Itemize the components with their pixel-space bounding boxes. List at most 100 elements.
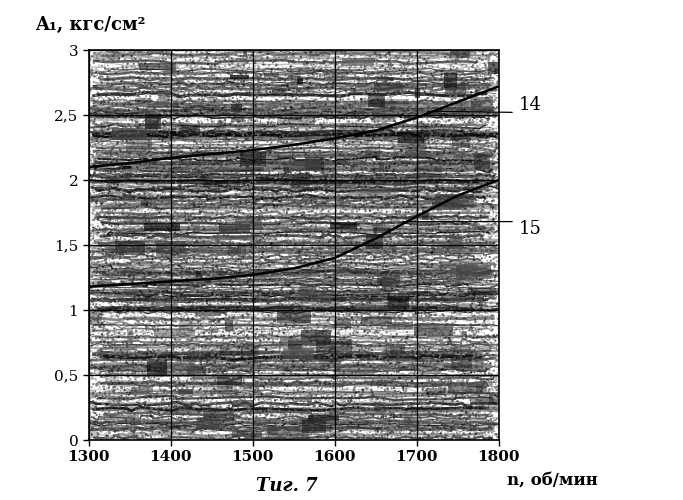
Point bbox=[88, 279, 99, 287]
Point bbox=[304, 102, 315, 110]
Point bbox=[476, 98, 487, 106]
Point bbox=[402, 82, 413, 90]
Point bbox=[472, 170, 483, 178]
Point bbox=[253, 226, 264, 234]
Point bbox=[166, 234, 177, 242]
Point bbox=[327, 70, 338, 78]
Point bbox=[289, 365, 300, 373]
Point bbox=[253, 424, 264, 432]
Point bbox=[369, 297, 380, 305]
Point bbox=[104, 378, 115, 386]
Point bbox=[159, 268, 170, 276]
Point bbox=[126, 250, 137, 258]
Point bbox=[341, 420, 352, 428]
Point bbox=[117, 230, 128, 237]
Point bbox=[325, 75, 336, 83]
Point bbox=[428, 389, 439, 397]
Point bbox=[394, 301, 405, 309]
Point bbox=[294, 408, 305, 416]
Point bbox=[477, 360, 488, 368]
Point bbox=[256, 194, 267, 202]
Point bbox=[264, 186, 275, 194]
Point bbox=[260, 314, 271, 322]
Point bbox=[170, 111, 181, 119]
Point bbox=[90, 224, 101, 232]
Point bbox=[138, 147, 149, 155]
Bar bbox=[414, 324, 453, 336]
Point bbox=[431, 140, 442, 148]
Point bbox=[251, 407, 262, 415]
Point bbox=[428, 244, 439, 252]
Point bbox=[212, 237, 223, 245]
Point bbox=[389, 358, 400, 366]
Point bbox=[272, 220, 283, 228]
Point bbox=[391, 164, 402, 172]
Point bbox=[268, 412, 279, 420]
Point bbox=[288, 419, 299, 427]
Point bbox=[91, 74, 102, 82]
Point bbox=[234, 372, 245, 380]
Point bbox=[223, 250, 234, 258]
Point bbox=[292, 176, 303, 184]
Point bbox=[427, 298, 438, 306]
Point bbox=[438, 232, 449, 240]
Point bbox=[489, 332, 500, 340]
Point bbox=[275, 410, 286, 418]
Point bbox=[204, 54, 214, 62]
Point bbox=[378, 137, 389, 145]
Point bbox=[400, 99, 410, 107]
Point bbox=[202, 101, 213, 109]
Point bbox=[434, 130, 445, 138]
Point bbox=[179, 388, 190, 396]
Point bbox=[484, 242, 494, 250]
Point bbox=[370, 163, 381, 171]
Point bbox=[306, 100, 317, 108]
Point bbox=[248, 193, 259, 201]
Point bbox=[435, 384, 446, 392]
Point bbox=[186, 280, 197, 288]
Point bbox=[267, 112, 278, 120]
Point bbox=[317, 172, 328, 180]
Point bbox=[431, 297, 442, 305]
Point bbox=[437, 110, 448, 118]
Point bbox=[328, 188, 339, 196]
Point bbox=[126, 339, 137, 347]
Point bbox=[177, 100, 188, 108]
Point bbox=[483, 54, 494, 62]
Point bbox=[391, 128, 402, 136]
Point bbox=[336, 351, 347, 359]
Point bbox=[416, 274, 427, 282]
Point bbox=[424, 294, 435, 302]
Point bbox=[453, 89, 464, 97]
Point bbox=[85, 332, 96, 340]
Point bbox=[267, 402, 278, 410]
Point bbox=[96, 336, 107, 344]
Text: 14: 14 bbox=[519, 96, 542, 114]
Point bbox=[303, 306, 314, 314]
Point bbox=[270, 362, 281, 370]
Point bbox=[337, 423, 348, 431]
Point bbox=[416, 72, 427, 80]
Point bbox=[469, 114, 479, 122]
Point bbox=[475, 50, 486, 58]
Point bbox=[206, 289, 217, 297]
Point bbox=[481, 371, 492, 379]
Point bbox=[363, 160, 374, 168]
Point bbox=[433, 55, 444, 63]
Point bbox=[362, 184, 373, 192]
Point bbox=[324, 252, 335, 260]
Point bbox=[294, 324, 305, 332]
Point bbox=[474, 70, 485, 78]
Point bbox=[141, 252, 152, 260]
Point bbox=[145, 157, 156, 165]
Point bbox=[236, 309, 247, 317]
Point bbox=[457, 51, 468, 59]
Point bbox=[408, 190, 419, 198]
Point bbox=[137, 135, 148, 143]
Point bbox=[204, 212, 215, 220]
Point bbox=[214, 310, 225, 318]
Point bbox=[167, 67, 178, 75]
Point bbox=[481, 52, 492, 60]
Point bbox=[469, 254, 479, 262]
Point bbox=[225, 154, 236, 162]
